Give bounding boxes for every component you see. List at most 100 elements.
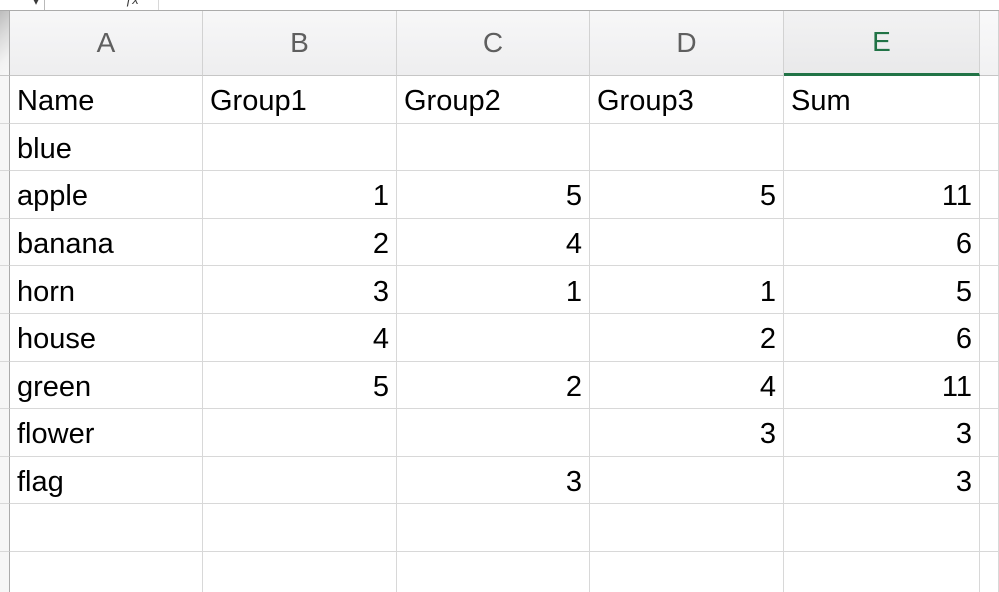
- cell-A7[interactable]: green: [10, 361, 203, 410]
- sheet-row-7: green 5 2 4 11: [0, 361, 999, 410]
- grid-body: Name Group1 Group2 Group3 Sum blue apple 1 5 5 11 b…: [0, 76, 999, 592]
- fx-icon[interactable]: ƒx: [125, 0, 139, 8]
- row-header-2[interactable]: [0, 123, 10, 172]
- cell-E4[interactable]: 6: [784, 218, 980, 267]
- row-header-6[interactable]: [0, 313, 10, 362]
- column-header-E[interactable]: E: [784, 11, 980, 76]
- cell-C2[interactable]: [397, 123, 590, 172]
- cell-E7[interactable]: 11: [784, 361, 980, 410]
- cell-E3[interactable]: 11: [784, 171, 980, 219]
- sheet-row-3: apple 1 5 5 11: [0, 171, 999, 219]
- cell-A11[interactable]: [10, 551, 203, 592]
- cell-C4[interactable]: 4: [397, 218, 590, 267]
- sheet-row-11: [0, 551, 999, 592]
- cell-B7[interactable]: 5: [203, 361, 397, 410]
- cell-D3[interactable]: 5: [590, 171, 784, 219]
- cell-E11[interactable]: [784, 551, 980, 592]
- cell-B2[interactable]: [203, 123, 397, 172]
- cell-A1[interactable]: Name: [10, 76, 203, 124]
- cell-B8[interactable]: [203, 409, 397, 457]
- cell-E2[interactable]: [784, 123, 980, 172]
- cell-partial-4[interactable]: [980, 218, 999, 267]
- cell-partial-7[interactable]: [980, 361, 999, 410]
- cell-partial-3[interactable]: [980, 171, 999, 219]
- sheet-row-1: Name Group1 Group2 Group3 Sum: [0, 76, 999, 124]
- cell-D2[interactable]: [590, 123, 784, 172]
- cell-A6[interactable]: house: [10, 313, 203, 362]
- row-header-4[interactable]: [0, 218, 10, 267]
- fx-divider: [158, 0, 159, 10]
- cell-A4[interactable]: banana: [10, 218, 203, 267]
- column-header-partial[interactable]: [980, 11, 999, 76]
- cell-B1[interactable]: Group1: [203, 76, 397, 124]
- row-header-11[interactable]: [0, 551, 10, 592]
- column-header-D[interactable]: D: [590, 11, 784, 76]
- row-header-5[interactable]: [0, 266, 10, 314]
- cell-B10[interactable]: [203, 504, 397, 552]
- cell-C3[interactable]: 5: [397, 171, 590, 219]
- cell-D5[interactable]: 1: [590, 266, 784, 314]
- name-box-caret-icon[interactable]: ▾: [32, 0, 40, 8]
- cell-A8[interactable]: flower: [10, 409, 203, 457]
- cell-C7[interactable]: 2: [397, 361, 590, 410]
- cell-B6[interactable]: 4: [203, 313, 397, 362]
- cell-A3[interactable]: apple: [10, 171, 203, 219]
- cell-partial-10[interactable]: [980, 504, 999, 552]
- cell-B4[interactable]: 2: [203, 218, 397, 267]
- cell-E5[interactable]: 5: [784, 266, 980, 314]
- cell-partial-6[interactable]: [980, 313, 999, 362]
- cell-D1[interactable]: Group3: [590, 76, 784, 124]
- cell-C9[interactable]: 3: [397, 456, 590, 505]
- row-header-3[interactable]: [0, 171, 10, 219]
- row-header-7[interactable]: [0, 361, 10, 410]
- cell-partial-5[interactable]: [980, 266, 999, 314]
- cell-A9[interactable]: flag: [10, 456, 203, 505]
- cell-C8[interactable]: [397, 409, 590, 457]
- cell-E10[interactable]: [784, 504, 980, 552]
- column-header-C[interactable]: C: [397, 11, 590, 76]
- cell-B11[interactable]: [203, 551, 397, 592]
- cell-C10[interactable]: [397, 504, 590, 552]
- row-header-10[interactable]: [0, 504, 10, 552]
- row-header-9[interactable]: [0, 456, 10, 505]
- row-header-8[interactable]: [0, 409, 10, 457]
- name-box-divider: [44, 0, 45, 10]
- cell-D10[interactable]: [590, 504, 784, 552]
- cell-partial-11[interactable]: [980, 551, 999, 592]
- row-header-1[interactable]: [0, 76, 10, 124]
- cell-A5[interactable]: horn: [10, 266, 203, 314]
- cell-C11[interactable]: [397, 551, 590, 592]
- sheet-row-4: banana 2 4 6: [0, 218, 999, 267]
- cell-E9[interactable]: 3: [784, 456, 980, 505]
- cell-A2[interactable]: blue: [10, 123, 203, 172]
- column-header-A[interactable]: A: [10, 11, 203, 76]
- cell-D8[interactable]: 3: [590, 409, 784, 457]
- sheet-row-5: horn 3 1 1 5: [0, 266, 999, 314]
- cell-partial-2[interactable]: [980, 123, 999, 172]
- cell-partial-1[interactable]: [980, 76, 999, 124]
- cell-D6[interactable]: 2: [590, 313, 784, 362]
- cell-B3[interactable]: 1: [203, 171, 397, 219]
- cell-B5[interactable]: 3: [203, 266, 397, 314]
- cell-C5[interactable]: 1: [397, 266, 590, 314]
- cell-A10[interactable]: [10, 504, 203, 552]
- cell-partial-9[interactable]: [980, 456, 999, 505]
- cell-D11[interactable]: [590, 551, 784, 592]
- sheet-row-9: flag 3 3: [0, 456, 999, 505]
- cell-C1[interactable]: Group2: [397, 76, 590, 124]
- cell-C6[interactable]: [397, 313, 590, 362]
- cell-E8[interactable]: 3: [784, 409, 980, 457]
- cell-D9[interactable]: [590, 456, 784, 505]
- column-header-B[interactable]: B: [203, 11, 397, 76]
- sheet-row-8: flower 3 3: [0, 409, 999, 457]
- cell-B9[interactable]: [203, 456, 397, 505]
- cell-D7[interactable]: 4: [590, 361, 784, 410]
- select-all-corner[interactable]: [0, 11, 10, 76]
- cell-E1[interactable]: Sum: [784, 76, 980, 124]
- cell-partial-8[interactable]: [980, 409, 999, 457]
- cell-E6[interactable]: 6: [784, 313, 980, 362]
- cell-D4[interactable]: [590, 218, 784, 267]
